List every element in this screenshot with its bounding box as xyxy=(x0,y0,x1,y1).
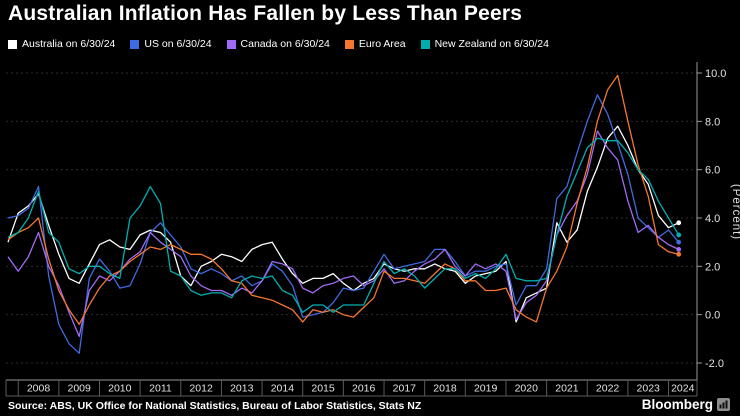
legend-item-australia: Australia on 6/30/24 xyxy=(8,38,115,50)
bloomberg-terminal-icon xyxy=(717,398,730,411)
bloomberg-wordmark: Bloomberg xyxy=(641,397,713,412)
legend-label: US on 6/30/24 xyxy=(144,38,212,50)
source-note: Source: ABS, UK Office for National Stat… xyxy=(8,400,422,412)
legend-swatch-us xyxy=(130,39,140,49)
y-tick-label: 2.0 xyxy=(705,261,720,273)
x-tick-label: 2024 xyxy=(671,383,695,395)
y-axis-title: (Percent) xyxy=(730,184,740,240)
y-tick-label: 0.0 xyxy=(705,310,720,322)
legend-swatch-australia xyxy=(8,39,17,49)
legend-label: Australia on 6/30/24 xyxy=(22,38,116,50)
bloomberg-logo: Bloomberg xyxy=(642,397,730,412)
legend-label: Euro Area xyxy=(358,38,406,50)
x-tick-label: 2016 xyxy=(352,383,376,395)
x-tick-label: 2008 xyxy=(27,383,51,395)
legend-label: New Zealand on 6/30/24 xyxy=(434,38,549,50)
x-tick-label: 2017 xyxy=(393,383,417,395)
y-tick-label: 4.0 xyxy=(705,213,720,225)
legend-item-us: US on 6/30/24 xyxy=(130,38,212,50)
series-line-new-zealand xyxy=(7,137,680,313)
series-line-us xyxy=(7,94,680,354)
x-tick-label: 2018 xyxy=(433,383,457,395)
legend-item-euro-area: Euro Area xyxy=(344,38,406,50)
y-tick-label: 6.0 xyxy=(705,165,720,177)
series-endpoint-us xyxy=(676,239,682,245)
legend-swatch-canada xyxy=(226,39,236,49)
x-tick-label: 2009 xyxy=(67,383,91,395)
y-tick-label: 8.0 xyxy=(705,116,720,128)
x-tick-label: 2020 xyxy=(515,383,539,395)
x-tick-label: 2010 xyxy=(108,383,132,395)
x-tick-label: 2015 xyxy=(311,383,335,395)
x-tick-label: 2014 xyxy=(271,383,295,395)
series-line-australia xyxy=(7,125,679,323)
chart-title: Australian Inflation Has Fallen by Less … xyxy=(8,2,523,25)
series-line-euro-area xyxy=(7,74,679,325)
x-tick-label: 2021 xyxy=(555,383,579,395)
y-tick-label: 10.0 xyxy=(705,68,726,80)
legend: Australia on 6/30/24 US on 6/30/24 Canada … xyxy=(8,38,549,50)
x-tick-label: 2023 xyxy=(637,383,661,395)
x-tick-label: 2011 xyxy=(149,383,172,395)
legend-item-new-zealand: New Zealand on 6/30/24 xyxy=(420,38,549,50)
x-tick-label: 2022 xyxy=(596,383,620,395)
x-tick-label: 2019 xyxy=(474,383,498,395)
series-endpoint-australia xyxy=(676,220,682,226)
series-endpoint-euro-area xyxy=(676,251,682,257)
legend-swatch-euro-area xyxy=(344,39,354,49)
series-endpoint-new-zealand xyxy=(676,232,682,238)
x-tick-label: 2012 xyxy=(189,383,213,395)
series-endpoint-canada xyxy=(676,247,682,252)
y-tick-label: -2.0 xyxy=(705,358,724,370)
x-tick-label: 2013 xyxy=(230,383,254,395)
legend-swatch-new-zealand xyxy=(420,39,430,49)
legend-label: Canada on 6/30/24 xyxy=(240,38,330,50)
legend-item-canada: Canada on 6/30/24 xyxy=(226,38,330,50)
